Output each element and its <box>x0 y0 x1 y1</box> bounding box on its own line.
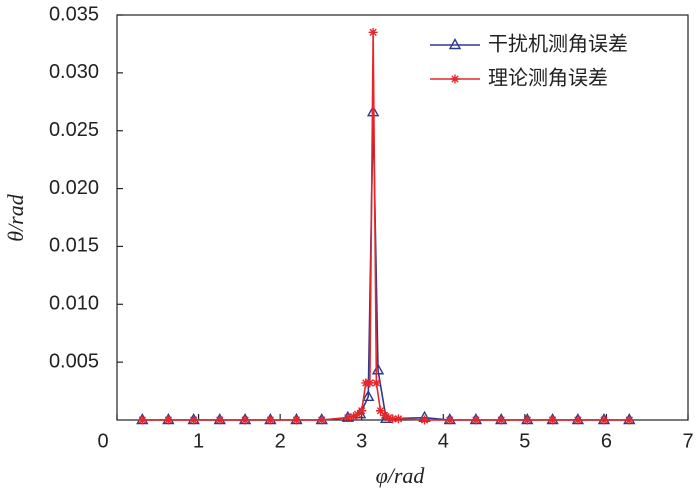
star-marker <box>624 415 634 425</box>
x-tick-label: 6 <box>601 430 612 452</box>
star-marker <box>420 415 430 425</box>
y-tick-label: 0.030 <box>49 61 99 83</box>
star-marker <box>375 406 385 416</box>
star-marker <box>189 415 199 425</box>
y-tick-label: 0.035 <box>49 3 99 25</box>
star-marker <box>215 415 225 425</box>
star-marker <box>548 415 558 425</box>
legend-label: 理论测角误差 <box>488 66 608 89</box>
star-marker <box>380 410 390 420</box>
star-marker <box>496 415 506 425</box>
star-marker <box>371 378 381 388</box>
plot-frame <box>116 14 689 421</box>
star-marker <box>393 414 403 424</box>
star-marker <box>349 412 359 422</box>
legend-label: 干扰机测角误差 <box>488 32 628 55</box>
star-marker <box>240 415 250 425</box>
x-tick-label: 7 <box>682 430 693 452</box>
star-marker <box>388 414 398 424</box>
y-axis-label: θ/rad <box>3 193 28 241</box>
series-line <box>142 32 630 421</box>
y-tick-label: 0.020 <box>49 177 99 199</box>
x-axis-label: φ/rad <box>376 463 426 488</box>
star-marker <box>317 415 327 425</box>
star-marker <box>368 27 378 37</box>
star-marker <box>353 409 363 419</box>
triangle-marker <box>362 389 375 402</box>
y-tick-label: 0.025 <box>49 119 99 141</box>
star-marker <box>384 413 394 423</box>
x-tick-label: 2 <box>275 430 286 452</box>
star-marker <box>343 413 353 423</box>
star-marker <box>522 415 532 425</box>
star-marker <box>291 415 301 425</box>
star-marker <box>445 415 455 425</box>
star-marker <box>471 415 481 425</box>
series-line <box>142 112 630 421</box>
star-marker <box>573 415 583 425</box>
star-marker <box>265 415 275 425</box>
x-tick-label: 5 <box>519 430 530 452</box>
x-tick-label: 0 <box>97 430 108 452</box>
star-marker <box>357 406 367 416</box>
star-marker <box>599 415 609 425</box>
x-tick-label: 4 <box>438 430 449 452</box>
y-tick-label: 0.010 <box>49 293 99 315</box>
legend-marker <box>448 38 462 50</box>
star-marker <box>163 415 173 425</box>
y-tick-label: 0.005 <box>49 350 99 372</box>
star-marker <box>137 415 147 425</box>
legend-marker <box>450 74 460 84</box>
x-tick-label: 1 <box>193 430 204 452</box>
y-tick-label: 0.015 <box>49 235 99 257</box>
x-tick-label: 3 <box>356 430 367 452</box>
star-marker <box>365 378 375 388</box>
